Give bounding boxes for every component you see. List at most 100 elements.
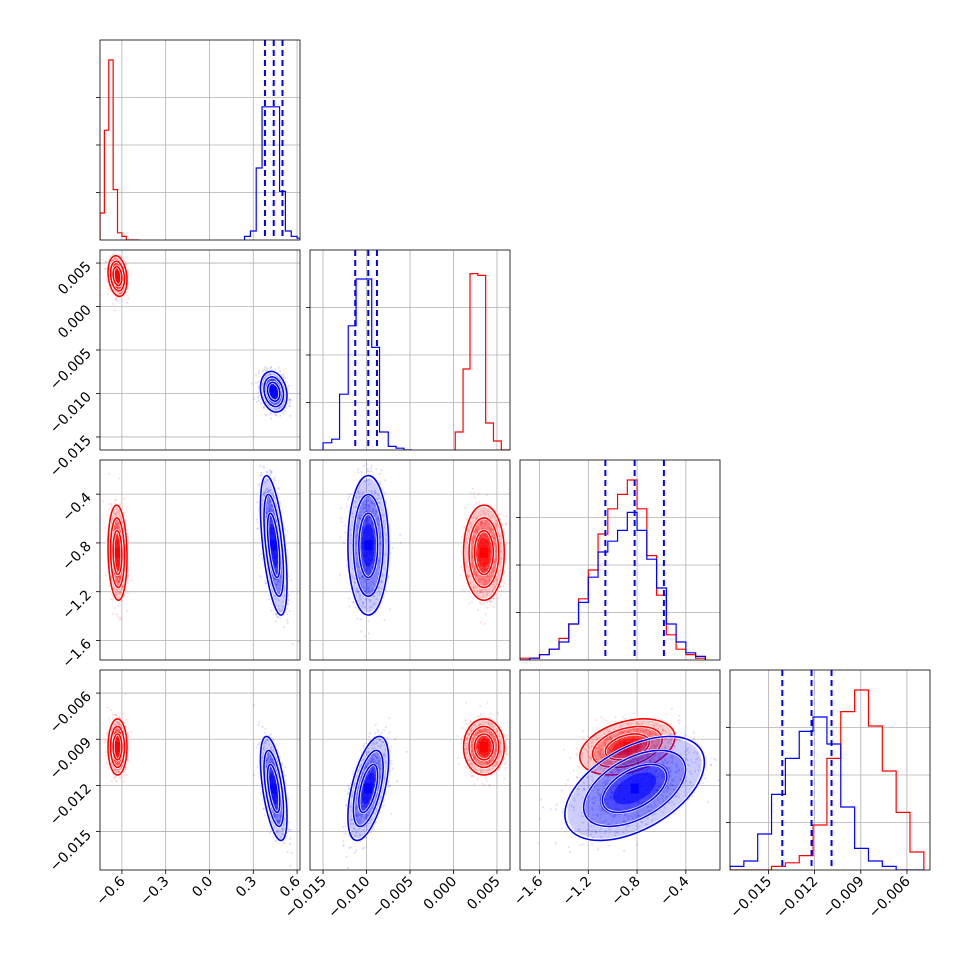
scatter-point — [359, 517, 362, 520]
scatter-point — [279, 588, 282, 591]
contour-line — [263, 493, 285, 598]
scatter-point — [382, 513, 385, 516]
scatter-point — [483, 525, 486, 528]
scatter-point — [262, 406, 265, 409]
scatter-point — [270, 504, 273, 507]
scatter-point — [485, 519, 488, 523]
scatter-point — [267, 498, 270, 501]
scatter-point — [364, 480, 367, 483]
scatter-point — [497, 526, 500, 529]
scatter-point — [473, 568, 477, 572]
scatter-point — [277, 587, 280, 590]
scatter-point — [472, 540, 475, 543]
scatter-point — [267, 490, 270, 493]
scatter-point — [366, 571, 370, 574]
scatter-point — [273, 402, 276, 405]
scatter-point — [490, 528, 493, 532]
scatter-point — [274, 402, 277, 405]
scatter-point — [383, 526, 386, 529]
scatter-point — [117, 576, 120, 579]
scatter-point — [277, 486, 280, 489]
scatter-point — [272, 378, 275, 381]
panel-2-1 — [339, 463, 508, 638]
scatter-point — [372, 512, 375, 515]
scatter-point — [471, 564, 474, 567]
scatter-point — [356, 524, 359, 527]
contour-line — [462, 504, 506, 602]
scatter-point — [484, 568, 487, 571]
scatter-point — [493, 537, 496, 540]
scatter-point — [480, 521, 483, 524]
scatter-point — [479, 591, 482, 594]
scatter-point — [481, 532, 484, 535]
scatter-point — [364, 569, 367, 572]
scatter-point — [499, 594, 502, 597]
scatter-point — [477, 578, 480, 582]
scatter-point — [104, 260, 107, 264]
scatter-point — [270, 517, 273, 520]
scatter-point — [119, 516, 122, 519]
scatter-point — [261, 370, 264, 373]
scatter-point — [380, 579, 383, 583]
scatter-point — [263, 491, 266, 494]
scatter-point — [479, 566, 482, 569]
scatter-point — [275, 584, 278, 587]
scatter-point — [496, 577, 499, 580]
scatter-point — [265, 488, 268, 491]
scatter-point — [500, 557, 504, 560]
scatter-point — [116, 567, 119, 570]
scatter-point — [340, 517, 343, 520]
scatter-point — [272, 378, 275, 381]
scatter-point — [269, 509, 272, 512]
scatter-point — [475, 554, 479, 557]
scatter-point — [488, 528, 491, 531]
scatter-point — [483, 534, 486, 537]
scatter-point — [118, 512, 121, 515]
scatter-point — [126, 581, 129, 584]
scatter-point — [479, 525, 482, 528]
scatter-point — [268, 378, 272, 382]
scatter-point — [112, 612, 115, 615]
scatter-point — [474, 515, 477, 518]
scatter-point — [261, 453, 263, 455]
scatter-point — [496, 524, 499, 527]
scatter-point — [266, 478, 269, 482]
scatter-point — [365, 517, 368, 521]
scatter-point — [476, 559, 479, 562]
scatter-point — [370, 500, 373, 503]
scatter-point — [478, 589, 481, 592]
scatter-point — [272, 495, 275, 498]
scatter-point — [269, 507, 272, 510]
scatter-point — [271, 574, 274, 578]
scatter-point — [478, 595, 481, 598]
scatter-point — [378, 593, 381, 596]
scatter-point — [274, 413, 277, 416]
scatter-point — [361, 575, 364, 578]
scatter-point — [385, 539, 388, 542]
scatter-point — [503, 581, 506, 584]
scatter-point — [379, 542, 382, 545]
scatter-point — [473, 537, 476, 540]
scatter-point — [479, 534, 482, 538]
scatter-point — [115, 525, 118, 528]
scatter-point — [469, 491, 472, 494]
scatter-point — [253, 397, 256, 401]
scatter-point — [259, 464, 262, 467]
density-peak — [269, 540, 278, 551]
scatter-point — [116, 536, 119, 539]
scatter-point — [269, 508, 272, 511]
scatter-point — [269, 417, 273, 420]
scatter-point — [269, 508, 272, 511]
scatter-point — [268, 507, 271, 510]
scatter-point — [477, 563, 480, 566]
scatter-point — [114, 297, 117, 300]
contour-line — [263, 376, 285, 408]
scatter-point — [472, 570, 476, 573]
scatter-point — [478, 564, 482, 568]
scatter-point — [265, 487, 268, 491]
scatter-point — [476, 545, 479, 549]
scatter-point — [115, 245, 117, 247]
scatter-point — [116, 568, 119, 571]
contour-line — [107, 504, 128, 602]
scatter-point — [487, 538, 490, 541]
